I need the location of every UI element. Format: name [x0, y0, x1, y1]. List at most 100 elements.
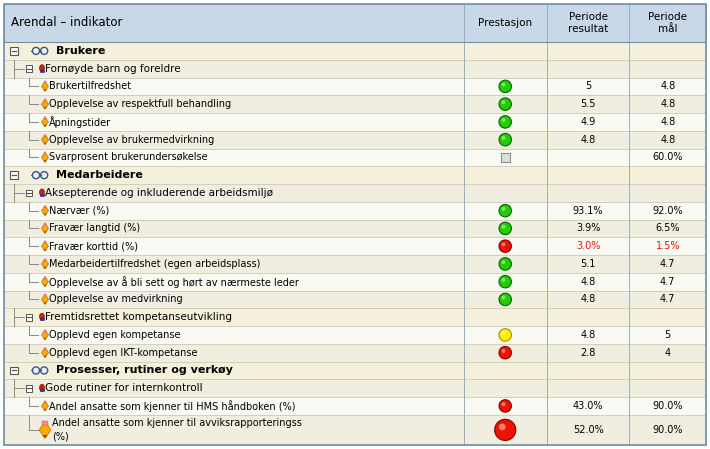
Text: Medarbeidere: Medarbeidere [55, 170, 143, 180]
Bar [4, 379, 464, 397]
Bar [4, 4, 464, 42]
Bar [630, 60, 706, 78]
Bar [464, 344, 547, 361]
Bar [43, 99, 46, 101]
Bar [547, 415, 630, 445]
Bar [43, 206, 46, 208]
Bar [630, 202, 706, 220]
Bar [4, 166, 464, 184]
Bar [464, 184, 547, 202]
Polygon shape [39, 422, 51, 438]
Bar [630, 4, 706, 42]
Text: Fravær korttid (%): Fravær korttid (%) [49, 241, 138, 251]
Bar [547, 308, 630, 326]
Bar [464, 397, 547, 415]
Text: Opplevelse av respektfull behandling: Opplevelse av respektfull behandling [49, 99, 231, 109]
Text: 4.7: 4.7 [660, 277, 675, 286]
Bar [40, 389, 45, 391]
Circle shape [499, 400, 511, 412]
Bar [4, 149, 464, 166]
Bar [40, 70, 45, 71]
Bar [630, 308, 706, 326]
Text: Prestasjon: Prestasjon [478, 18, 532, 28]
Text: Fravær langtid (%): Fravær langtid (%) [49, 224, 141, 233]
Text: 2.8: 2.8 [580, 348, 596, 358]
Text: 4.8: 4.8 [581, 135, 596, 145]
Bar [547, 60, 630, 78]
Polygon shape [43, 107, 46, 109]
Circle shape [499, 293, 511, 306]
Circle shape [499, 258, 511, 270]
Bar [547, 95, 630, 113]
Bar [4, 255, 464, 273]
Circle shape [501, 242, 506, 247]
Bar [4, 60, 464, 78]
Text: Opplevelse av medvirkning: Opplevelse av medvirkning [49, 295, 183, 304]
Circle shape [501, 349, 506, 353]
Bar [630, 166, 706, 184]
Bar [43, 117, 46, 119]
Bar [464, 202, 547, 220]
Circle shape [499, 98, 511, 110]
Ellipse shape [40, 65, 45, 71]
Bar [630, 131, 706, 149]
Bar [630, 95, 706, 113]
Text: 5: 5 [585, 81, 591, 92]
Bar [26, 189, 33, 196]
Bar [10, 367, 18, 374]
Bar [4, 415, 464, 445]
Ellipse shape [40, 384, 45, 391]
Bar [4, 273, 464, 291]
Bar [464, 42, 547, 60]
Polygon shape [43, 231, 46, 233]
Text: Opplevelse av å bli sett og hørt av nærmeste leder: Opplevelse av å bli sett og hørt av nærm… [49, 276, 299, 288]
Bar [630, 415, 706, 445]
Polygon shape [41, 206, 48, 216]
Bar [547, 184, 630, 202]
Text: 6.5%: 6.5% [655, 224, 680, 233]
Bar [4, 184, 464, 202]
Bar [547, 113, 630, 131]
Circle shape [501, 224, 506, 229]
Bar [464, 415, 547, 445]
Bar [547, 361, 630, 379]
Bar [630, 78, 706, 95]
Bar [464, 291, 547, 308]
Circle shape [499, 240, 511, 252]
Text: Arendal – indikator: Arendal – indikator [11, 17, 123, 30]
Polygon shape [41, 295, 48, 304]
Circle shape [501, 278, 506, 282]
Bar [547, 344, 630, 361]
Polygon shape [41, 135, 48, 145]
Polygon shape [41, 117, 48, 127]
Text: 4.7: 4.7 [660, 259, 675, 269]
Bar [43, 401, 46, 403]
Text: 90.0%: 90.0% [652, 425, 683, 435]
Bar [630, 42, 706, 60]
Bar [547, 273, 630, 291]
Polygon shape [43, 249, 46, 251]
Bar [630, 344, 706, 361]
Bar [547, 326, 630, 344]
Text: 5.5: 5.5 [580, 99, 596, 109]
Polygon shape [43, 285, 46, 286]
Bar [547, 4, 630, 42]
Bar [10, 172, 18, 179]
Bar [547, 397, 630, 415]
Bar [26, 65, 33, 72]
Text: 4: 4 [665, 348, 671, 358]
Text: 92.0%: 92.0% [652, 206, 683, 216]
Polygon shape [43, 303, 46, 304]
Bar [43, 152, 46, 154]
Bar [4, 42, 464, 60]
Bar [26, 385, 33, 392]
Polygon shape [41, 401, 48, 411]
Bar [464, 131, 547, 149]
Bar [464, 149, 547, 166]
Bar [464, 361, 547, 379]
Text: 1.5%: 1.5% [655, 241, 680, 251]
Text: 4.9: 4.9 [581, 117, 596, 127]
Text: 93.1%: 93.1% [573, 206, 604, 216]
Text: 4.8: 4.8 [581, 277, 596, 286]
Text: 4.8: 4.8 [581, 330, 596, 340]
